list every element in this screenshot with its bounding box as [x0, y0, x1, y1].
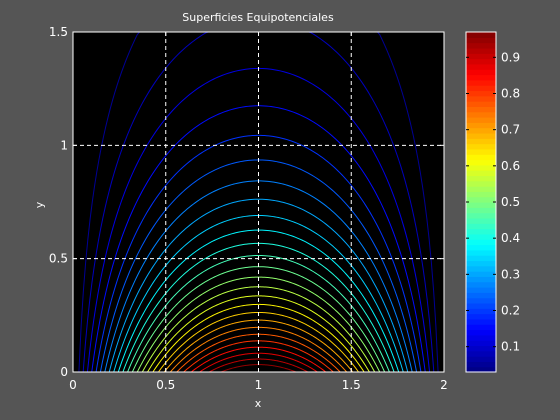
colorbar-segment: [466, 217, 496, 224]
colorbar-segment: [466, 180, 496, 187]
colorbar-segment: [466, 356, 496, 362]
colorbar-segment: [466, 271, 496, 277]
y-tick-label: 0.5: [49, 252, 68, 266]
colorbar-segment: [466, 127, 496, 134]
colorbar-segment: [466, 32, 496, 38]
colorbar-segment: [466, 53, 496, 60]
contour-line: [208, 358, 309, 373]
chart-title: Superficies Equipotenciales: [182, 11, 334, 24]
colorbar-segment: [466, 63, 496, 70]
colorbar-segment: [466, 42, 496, 49]
y-tick-label: 1.5: [49, 25, 68, 39]
colorbar-segment: [466, 106, 496, 113]
colorbar-segment: [466, 308, 496, 315]
colorbar-segment: [466, 95, 496, 102]
colorbar-tick-label: 0.8: [501, 86, 520, 100]
colorbar-segment: [466, 117, 496, 123]
x-tick-label: 1: [255, 378, 263, 392]
colorbar-segment: [466, 196, 496, 203]
colorbar-segment: [466, 239, 496, 246]
colorbar-segment: [466, 170, 496, 177]
contour-line: [152, 303, 365, 373]
colorbar-segment: [466, 132, 496, 139]
colorbar-segment: [466, 138, 496, 145]
contour-line: [127, 254, 390, 373]
colorbar-tick-label: 0.1: [501, 340, 520, 354]
colorbar-tick-label: 0.9: [501, 50, 520, 64]
colorbar-segment: [466, 175, 496, 182]
colorbar-segment: [466, 233, 496, 240]
colorbar-segment: [466, 265, 496, 272]
colorbar-segment: [466, 255, 496, 262]
colorbar-segment: [466, 148, 496, 155]
colorbar-tick-label: 0.4: [501, 231, 520, 245]
colorbar-segment: [466, 74, 496, 81]
colorbar: [466, 32, 496, 373]
colorbar-segment: [466, 276, 496, 283]
colorbar-segment: [466, 101, 496, 107]
y-tick-label: 0: [60, 365, 68, 379]
colorbar-segment: [466, 58, 496, 65]
colorbar-segment: [466, 260, 496, 267]
colorbar-segment: [466, 111, 496, 118]
colorbar-segment: [466, 212, 496, 219]
colorbar-tick-label: 0.3: [501, 267, 520, 281]
colorbar-tick-label: 0.6: [501, 159, 520, 173]
colorbar-segment: [466, 249, 496, 256]
y-tick-label: 1: [60, 138, 68, 152]
colorbar-segment: [466, 159, 496, 166]
colorbar-segment: [466, 228, 496, 235]
colorbar-segment: [466, 85, 496, 92]
colorbar-segment: [466, 297, 496, 304]
colorbar-segment: [466, 287, 496, 293]
colorbar-segment: [466, 313, 496, 320]
colorbar-segment: [466, 143, 496, 150]
colorbar-segment: [466, 292, 496, 299]
colorbar-segment: [466, 223, 496, 230]
colorbar-segment: [466, 164, 496, 171]
colorbar-segment: [466, 191, 496, 198]
colorbar-segment: [466, 79, 496, 86]
contour-line: [199, 352, 318, 373]
colorbar-segment: [466, 207, 496, 214]
colorbar-segment: [466, 122, 496, 129]
colorbar-ticks: 0.1 0.2 0.3 0.4 0.5 0.6 0.7 0.8 0.9: [466, 50, 520, 354]
x-tick-label: 1.5: [342, 378, 361, 392]
colorbar-segment: [466, 329, 496, 336]
x-tick-label: 0: [69, 378, 77, 392]
colorbar-segment: [466, 281, 496, 288]
contour-line: [95, 134, 422, 373]
colorbar-segment: [466, 361, 496, 368]
colorbar-tick-label: 0.5: [501, 195, 520, 209]
colorbar-segment: [466, 340, 496, 347]
x-tick-label: 2: [440, 378, 448, 392]
x-axis-ticks: 0 0.5 1 1.5 2: [69, 32, 448, 392]
y-axis-label: y: [33, 201, 46, 208]
colorbar-segment: [466, 154, 496, 161]
colorbar-segment: [466, 318, 496, 325]
grid-lines: [73, 32, 444, 372]
x-tick-label: 0.5: [156, 378, 175, 392]
colorbar-segment: [466, 90, 496, 97]
contour-line: [147, 295, 370, 373]
x-axis-label: x: [255, 397, 262, 410]
colorbar-segment: [466, 47, 496, 54]
colorbar-tick-label: 0.7: [501, 123, 520, 137]
colorbar-segment: [466, 302, 496, 309]
colorbar-segment: [466, 69, 496, 76]
colorbar-segment: [466, 350, 496, 357]
colorbar-tick-label: 0.2: [501, 304, 520, 318]
colorbar-segment: [466, 324, 496, 331]
colorbar-segment: [466, 345, 496, 352]
colorbar-segment: [466, 186, 496, 192]
colorbar-segment: [466, 334, 496, 341]
colorbar-segment: [466, 37, 496, 44]
contour-line: [108, 198, 409, 373]
colorbar-segment: [466, 202, 496, 208]
colorbar-segment: [466, 244, 496, 251]
colorbar-segment: [466, 366, 496, 373]
y-axis-ticks: 0 0.5 1 1.5: [49, 25, 444, 379]
